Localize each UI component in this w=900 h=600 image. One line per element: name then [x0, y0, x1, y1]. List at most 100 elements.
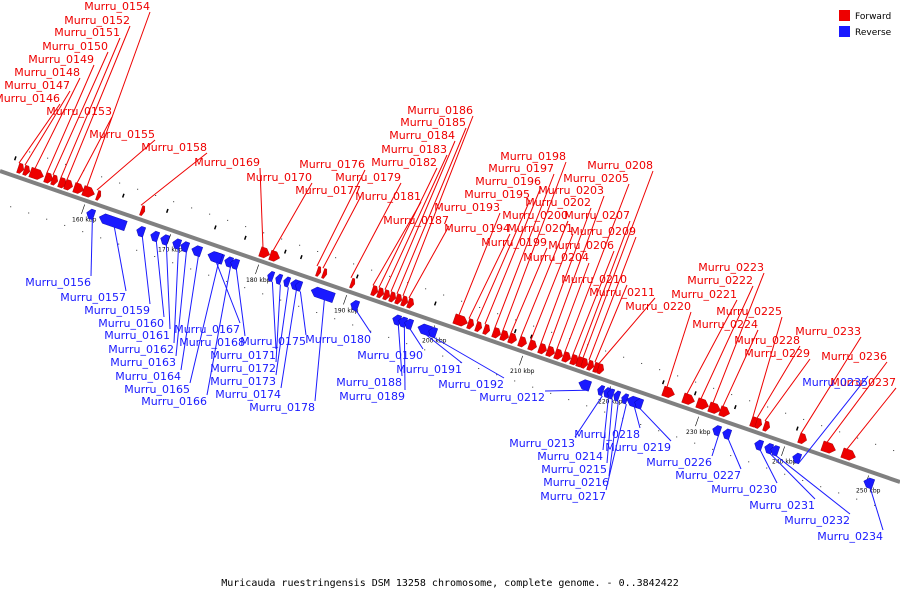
gene-arrow-Murru_0181[interactable] — [370, 285, 379, 297]
gene-arrow-Murru_0179[interactable] — [349, 277, 355, 289]
gene-arrow-Murru_0203[interactable] — [545, 345, 555, 357]
gene-arrow-Murru_0212[interactable] — [578, 379, 592, 392]
gene-label-Murru_0152[interactable]: Murru_0152 — [64, 14, 130, 27]
gene-arrow-Murru_0173[interactable] — [283, 276, 292, 288]
gene-arrow-Murru_0177[interactable] — [321, 268, 327, 279]
gene-arrow-Murru_0192[interactable] — [428, 326, 439, 339]
gene-label-Murru_0231[interactable]: Murru_0231 — [749, 499, 815, 512]
gene-label-Murru_0188[interactable]: Murru_0188 — [336, 376, 402, 389]
gene-arrow-Murru_0195[interactable] — [474, 321, 483, 333]
gene-label-Murru_0156[interactable]: Murru_0156 — [25, 276, 91, 289]
gene-label-Murru_0179[interactable]: Murru_0179 — [335, 171, 401, 184]
gene-label-Murru_0172[interactable]: Murru_0172 — [210, 362, 276, 375]
gene-label-Murru_0203[interactable]: Murru_0203 — [538, 184, 604, 197]
gene-label-Murru_0225[interactable]: Murru_0225 — [716, 305, 782, 318]
gene-arrow-Murru_0222[interactable] — [695, 397, 709, 410]
gene-arrow-Murru_0204[interactable] — [553, 348, 563, 360]
gene-arrow-Murru_0170[interactable] — [268, 249, 280, 262]
gene-label-Murru_0150[interactable]: Murru_0150 — [42, 40, 108, 53]
gene-label-Murru_0178[interactable]: Murru_0178 — [249, 401, 315, 414]
gene-arrow-Murru_0223[interactable] — [707, 401, 721, 414]
gene-arrow-Murru_0150[interactable] — [50, 174, 59, 186]
gene-arrow-Murru_0162[interactable] — [172, 238, 183, 250]
gene-arrow-Murru_0198[interactable] — [499, 329, 509, 342]
gene-arrow-Murru_0219[interactable] — [634, 398, 645, 410]
gene-arrow-Murru_0163[interactable] — [180, 241, 191, 253]
gene-arrow-Murru_0205[interactable] — [561, 351, 571, 363]
gene-arrow-Murru_0220[interactable] — [661, 385, 675, 398]
gene-label-Murru_0222[interactable]: Murru_0222 — [687, 274, 753, 287]
gene-arrow-Murru_0224[interactable] — [718, 405, 730, 418]
gene-label-Murru_0151[interactable]: Murru_0151 — [54, 26, 120, 39]
gene-arrow-Murru_0186[interactable] — [400, 295, 409, 307]
gene-arrow-Murru_0196[interactable] — [482, 323, 491, 335]
gene-arrow-Murru_0149[interactable] — [43, 172, 53, 184]
gene-arrow-Murru_0227[interactable] — [722, 428, 733, 440]
gene-arrow-Murru_0197[interactable] — [491, 326, 501, 339]
gene-arrow-Murru_0161[interactable] — [160, 234, 171, 246]
gene-arrow-Murru_0209[interactable] — [586, 359, 595, 371]
gene-label-Murru_0157[interactable]: Murru_0157 — [60, 291, 126, 304]
gene-arrow-Murru_0153[interactable] — [72, 182, 84, 194]
gene-arrow-Murru_0216[interactable] — [613, 390, 622, 402]
gene-label-Murru_0187[interactable]: Murru_0187 — [383, 214, 449, 227]
gene-arrow-Murru_0182[interactable] — [376, 287, 385, 299]
gene-arrow-Murru_0202[interactable] — [537, 342, 547, 355]
gene-arrow-Murru_0171[interactable] — [267, 271, 276, 283]
gene-label-Murru_0206[interactable]: Murru_0206 — [548, 239, 614, 252]
gene-label-Murru_0196[interactable]: Murru_0196 — [475, 175, 541, 188]
gene-label-Murru_0195[interactable]: Murru_0195 — [464, 188, 530, 201]
gene-label-Murru_0161[interactable]: Murru_0161 — [104, 329, 170, 342]
gene-label-Murru_0177[interactable]: Murru_0177 — [295, 184, 361, 197]
gene-label-Murru_0202[interactable]: Murru_0202 — [525, 196, 591, 209]
gene-label-Murru_0159[interactable]: Murru_0159 — [84, 304, 150, 317]
gene-label-Murru_0228[interactable]: Murru_0228 — [734, 334, 800, 347]
gene-label-Murru_0220[interactable]: Murru_0220 — [625, 300, 691, 313]
gene-label-Murru_0218[interactable]: Murru_0218 — [574, 428, 640, 441]
gene-arrow-Murru_0160[interactable] — [150, 230, 161, 243]
gene-label-Murru_0201[interactable]: Murru_0201 — [507, 222, 573, 235]
gene-label-Murru_0194[interactable]: Murru_0194 — [444, 222, 510, 235]
gene-label-Murru_0215[interactable]: Murru_0215 — [541, 463, 607, 476]
gene-arrow-Murru_0185[interactable] — [394, 293, 403, 305]
gene-arrow-Murru_0164[interactable] — [191, 245, 204, 258]
gene-label-Murru_0193[interactable]: Murru_0193 — [434, 201, 500, 214]
gene-label-Murru_0175[interactable]: Murru_0175 — [240, 335, 306, 348]
gene-label-Murru_0190[interactable]: Murru_0190 — [357, 349, 423, 362]
gene-arrow-Murru_0229[interactable] — [762, 420, 771, 432]
gene-arrow-Murru_0194[interactable] — [466, 318, 475, 330]
gene-label-Murru_0171[interactable]: Murru_0171 — [210, 349, 276, 362]
gene-label-Murru_0163[interactable]: Murru_0163 — [110, 356, 176, 369]
gene-label-Murru_0192[interactable]: Murru_0192 — [438, 378, 504, 391]
gene-arrow-Murru_0221[interactable] — [681, 392, 695, 405]
gene-arrow-Murru_0154[interactable] — [81, 185, 95, 198]
gene-arrow-Murru_0157[interactable] — [98, 213, 128, 232]
gene-arrow-Murru_0175[interactable] — [295, 280, 304, 292]
gene-arrow-Murru_0152[interactable] — [63, 179, 73, 191]
gene-arrow-Murru_0200[interactable] — [517, 335, 527, 348]
gene-arrow-Murru_0176[interactable] — [315, 266, 321, 277]
gene-label-Murru_0207[interactable]: Murru_0207 — [564, 209, 630, 222]
gene-label-Murru_0154[interactable]: Murru_0154 — [84, 0, 150, 13]
gene-label-Murru_0184[interactable]: Murru_0184 — [389, 129, 455, 142]
gene-label-Murru_0199[interactable]: Murru_0199 — [481, 236, 547, 249]
gene-arrow-Murru_0172[interactable] — [275, 273, 284, 285]
gene-label-Murru_0174[interactable]: Murru_0174 — [215, 388, 281, 401]
gene-label-Murru_0229[interactable]: Murru_0229 — [744, 347, 810, 360]
gene-label-Murru_0182[interactable]: Murru_0182 — [371, 156, 437, 169]
gene-arrow-Murru_0234[interactable] — [863, 477, 876, 490]
gene-label-Murru_0186[interactable]: Murru_0186 — [407, 104, 473, 117]
gene-label-Murru_0170[interactable]: Murru_0170 — [246, 171, 312, 184]
gene-label-Murru_0237[interactable]: Murru_0237 — [830, 376, 896, 389]
gene-label-Murru_0168[interactable]: Murru_0168 — [179, 336, 245, 349]
gene-label-Murru_0153[interactable]: Murru_0153 — [46, 105, 112, 118]
gene-label-Murru_0149[interactable]: Murru_0149 — [28, 53, 94, 66]
gene-label-Murru_0208[interactable]: Murru_0208 — [587, 159, 653, 172]
gene-arrow-Murru_0156[interactable] — [86, 208, 97, 221]
gene-arrow-Murru_0211[interactable] — [596, 363, 605, 375]
gene-arrow-Murru_0217[interactable] — [621, 393, 630, 405]
gene-arrow-Murru_0167[interactable] — [207, 251, 223, 264]
gene-label-Murru_0180[interactable]: Murru_0180 — [305, 333, 371, 346]
gene-label-Murru_0167[interactable]: Murru_0167 — [174, 323, 240, 336]
gene-label-Murru_0169[interactable]: Murru_0169 — [194, 156, 260, 169]
